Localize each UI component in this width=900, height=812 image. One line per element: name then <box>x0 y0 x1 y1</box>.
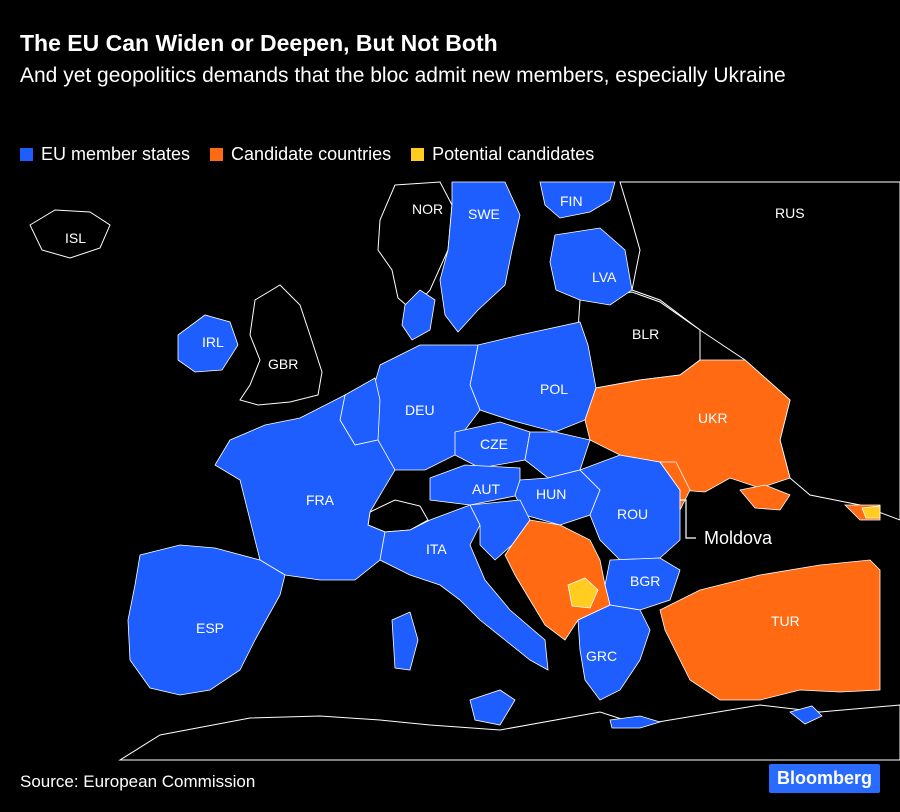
moldova-callout-line <box>680 499 696 539</box>
country-cyp <box>789 705 823 725</box>
country-esp <box>127 544 286 696</box>
label-irl: IRL <box>202 334 224 350</box>
legend-label-candidate: Candidate countries <box>231 144 392 164</box>
country-afr <box>118 704 900 761</box>
legend-label-member: EU member states <box>41 144 191 164</box>
country-fra <box>214 394 396 581</box>
label-grc: GRC <box>586 648 617 664</box>
country-pol <box>469 321 597 433</box>
country-grc <box>577 604 651 701</box>
source-note: Source: European Commission <box>20 772 256 791</box>
country-isl <box>29 209 111 259</box>
label-ukr: UKR <box>698 410 728 426</box>
legend-swatch-member <box>20 148 33 161</box>
legend-swatch-potential <box>411 148 425 161</box>
label-fin: FIN <box>560 193 583 209</box>
legend-item-candidate: Candidate countries <box>210 144 391 165</box>
country-baltics <box>549 227 633 306</box>
country-dnk <box>401 289 436 341</box>
country-tur <box>659 559 881 701</box>
country-sardinia <box>391 611 419 671</box>
candidate-countries <box>504 359 881 701</box>
country-hrv-svn <box>469 499 531 561</box>
country-crimea <box>739 484 791 511</box>
country-irl <box>177 314 239 373</box>
label-fra: FRA <box>306 492 335 508</box>
country-labels: ISL NOR SWE FIN RUS LVA IRL GBR BLR POL … <box>65 193 805 664</box>
country-swe <box>439 181 521 333</box>
nonmember-land <box>29 181 900 761</box>
label-gbr: GBR <box>268 356 298 372</box>
label-cze: CZE <box>480 436 508 452</box>
country-gbr <box>239 284 323 406</box>
label-lva: LVA <box>592 269 617 285</box>
country-crete <box>609 715 662 729</box>
chart-title: The EU Can Widen or Deepen, But Not Both <box>20 30 498 56</box>
label-moldova: Moldova <box>704 528 773 548</box>
label-pol: POL <box>540 381 568 397</box>
eu-members <box>127 181 823 729</box>
label-rus: RUS <box>775 205 805 221</box>
legend-item-potential: Potential candidates <box>411 144 594 165</box>
label-isl: ISL <box>65 230 86 246</box>
country-ita <box>379 504 549 671</box>
label-nor: NOR <box>412 201 443 217</box>
label-tur: TUR <box>771 613 800 629</box>
country-balkans <box>504 519 611 641</box>
country-sicily <box>469 689 516 726</box>
label-ita: ITA <box>426 541 447 557</box>
chart-subtitle: And yet geopolitics demands that the blo… <box>20 64 786 87</box>
country-fin <box>539 181 616 219</box>
label-deu: DEU <box>405 402 435 418</box>
legend-label-potential: Potential candidates <box>432 144 595 164</box>
label-hun: HUN <box>536 486 566 502</box>
country-kosovo <box>567 577 599 609</box>
legend-item-member: EU member states <box>20 144 190 165</box>
label-esp: ESP <box>196 620 224 636</box>
potential-candidates <box>567 505 881 609</box>
label-swe: SWE <box>468 206 500 222</box>
label-blr: BLR <box>632 326 659 342</box>
label-aut: AUT <box>472 481 500 497</box>
europe-map: ISL NOR SWE FIN RUS LVA IRL GBR BLR POL … <box>29 181 900 761</box>
label-bgr: BGR <box>630 573 660 589</box>
bloomberg-logo: Bloomberg <box>768 764 880 793</box>
country-east-potential <box>861 505 881 519</box>
legend-swatch-candidate <box>210 148 224 161</box>
label-rou: ROU <box>617 506 648 522</box>
legend: EU member states Candidate countries Pot… <box>20 144 594 165</box>
